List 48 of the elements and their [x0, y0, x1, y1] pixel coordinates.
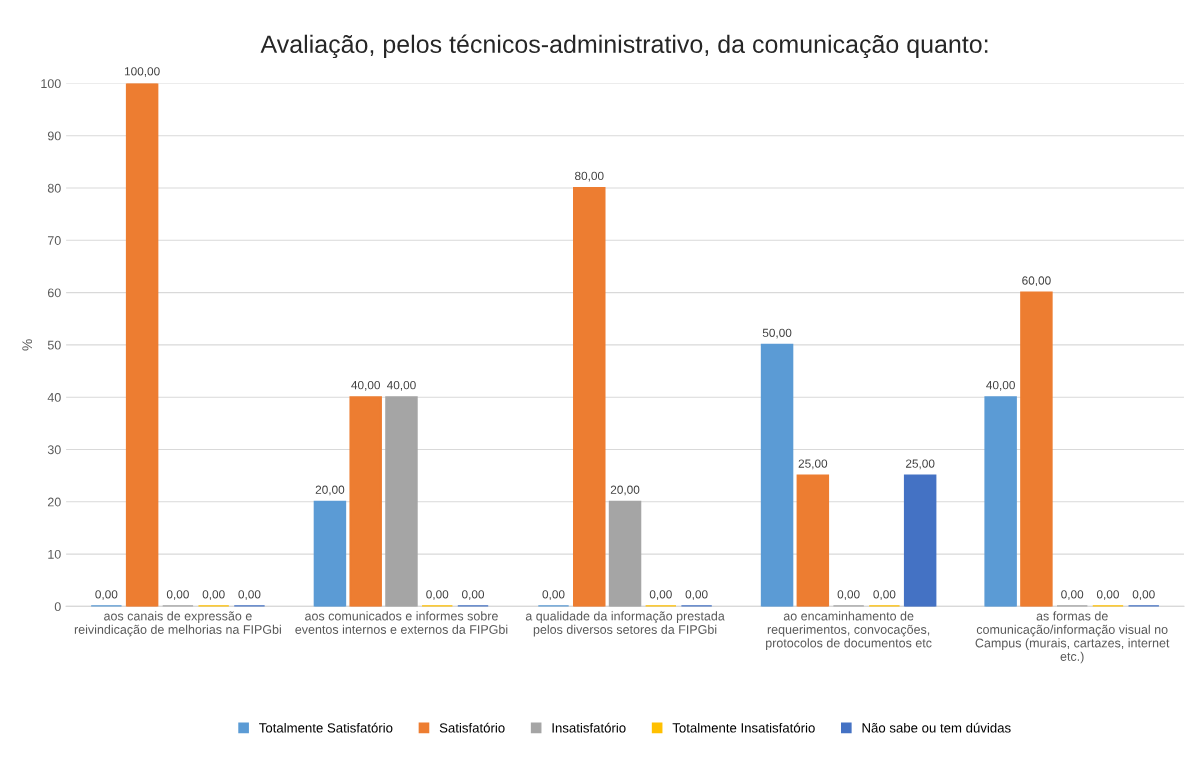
y-axis-title: %: [22, 339, 33, 351]
y-tick-label: 40: [47, 392, 61, 402]
y-tick-label: 80: [47, 183, 61, 193]
x-tick-label: a qualidade da informação prestada pelos diversos setores da FIPGbi: [525, 611, 725, 637]
data-label: 25,00: [905, 459, 935, 470]
data-label: 0,00: [542, 590, 565, 600]
data-label: 100,00: [124, 67, 160, 77]
data-label: 50,00: [762, 328, 792, 339]
x-tick-label: aos comunicados e informes sobre eventos internos e externos da FIPGbi: [295, 611, 508, 634]
data-label: 0,00: [1132, 590, 1155, 600]
y-tick-label: 100: [41, 79, 61, 89]
data-label: 0,00: [95, 590, 118, 600]
legend-label: Totalmente Satisfatório: [259, 722, 393, 733]
legend-label: Insatisfatório: [552, 722, 626, 733]
data-label: 80,00: [575, 171, 604, 182]
data-label: 20,00: [610, 485, 640, 496]
data-label: 0,00: [461, 590, 485, 600]
data-label: 40,00: [386, 380, 416, 391]
y-tick-label: 0: [54, 602, 61, 612]
x-tick-label: ao encaminhamento de requerimentos, convocações, protocolos de documentos etc: [766, 611, 932, 650]
data-label: 40,00: [351, 380, 381, 391]
data-label: 0,00: [649, 590, 672, 600]
data-label: 0,00: [1061, 590, 1084, 600]
chart-title: Avaliação, pelos técnicos-administrativo, da comunicação quanto:: [260, 34, 988, 59]
y-tick-label: 50: [47, 340, 61, 350]
data-label: 0,00: [873, 590, 896, 600]
data-label: 0,00: [202, 590, 225, 600]
legend-label: Não sabe ou tem dúvidas: [862, 722, 1011, 733]
x-tick-label: aos canais de expressão e reivindicação de melhorias na FIPGbi: [74, 611, 281, 637]
y-tick-label: 10: [48, 549, 61, 559]
data-label: 25,00: [798, 459, 828, 470]
legend-label: Satisfatório: [439, 722, 505, 733]
y-tick-label: 90: [47, 131, 61, 141]
y-tick-label: 70: [47, 236, 61, 245]
data-label: 20,00: [315, 485, 345, 496]
data-label: 40,00: [986, 380, 1015, 391]
legend-label: Totalmente Insatisfatório: [672, 722, 815, 733]
y-tick-label: 60: [47, 288, 61, 298]
data-label: 0,00: [238, 590, 261, 600]
data-label: 0,00: [685, 590, 708, 600]
y-tick-label: 20: [47, 497, 61, 507]
data-label: 0,00: [426, 590, 449, 600]
data-label: 0,00: [837, 590, 860, 600]
data-label: 60,00: [1022, 276, 1051, 287]
data-label: 0,00: [166, 590, 189, 600]
y-tick-label: 30: [47, 445, 61, 455]
data-label: 0,00: [1096, 590, 1119, 600]
x-tick-label: as formas de comunicação/informação visual no Campus (murais, cartazes, internet etc.): [975, 611, 1170, 664]
